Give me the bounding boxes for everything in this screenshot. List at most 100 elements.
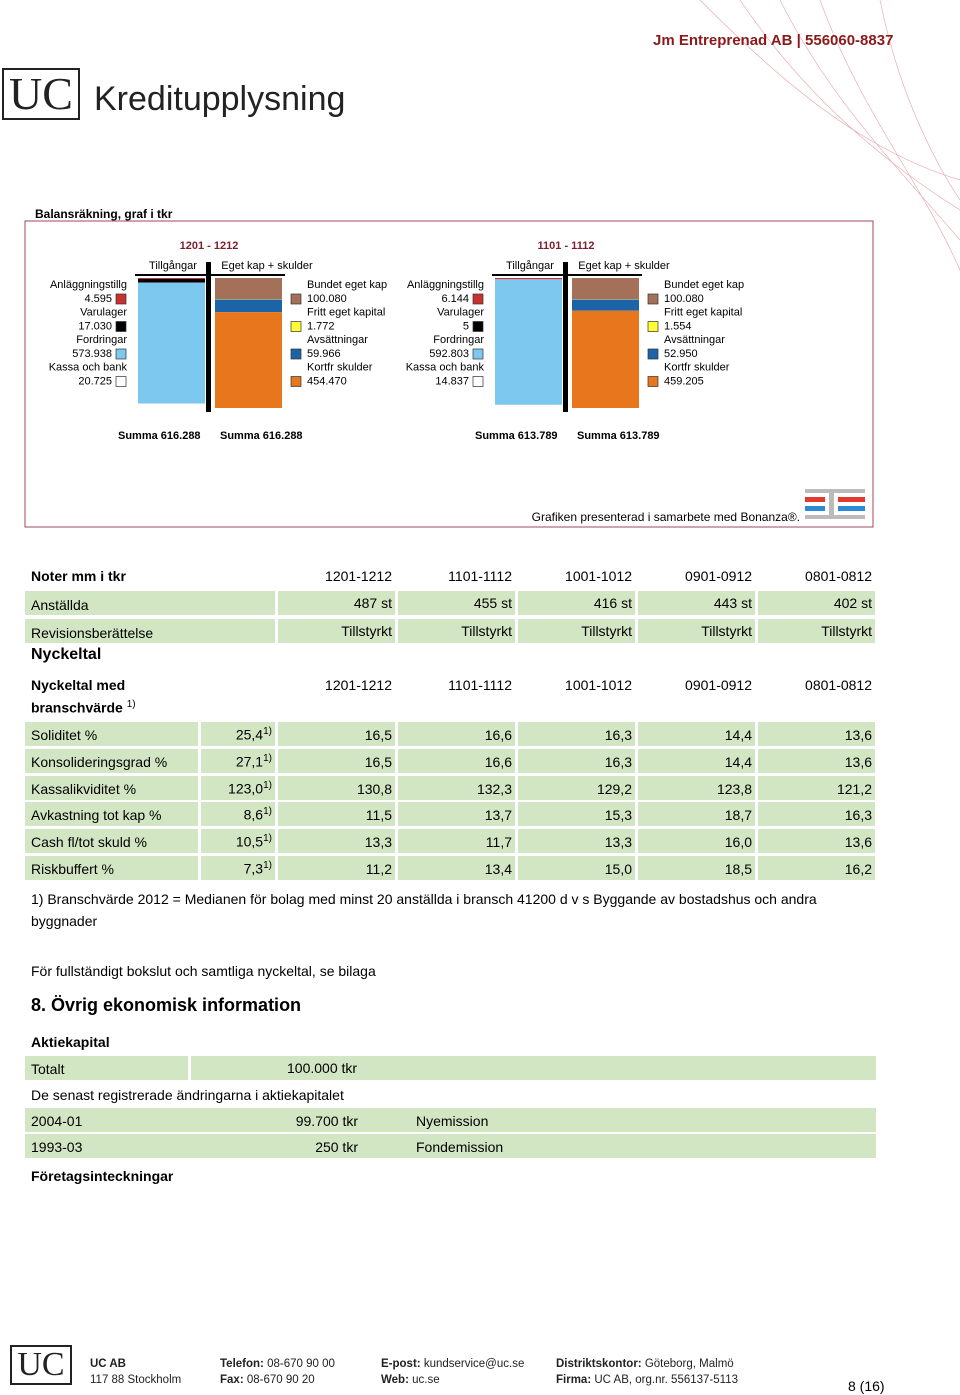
bar-segment xyxy=(572,310,639,408)
column-label: Tillgångar xyxy=(149,260,197,272)
legend-value: 6.144 xyxy=(441,293,469,305)
value: 18,7 xyxy=(724,807,752,824)
cell xyxy=(518,619,635,643)
label: Totalt xyxy=(31,1061,65,1077)
cell xyxy=(25,1108,876,1132)
cell xyxy=(638,722,755,746)
label: Avkastning tot kap % xyxy=(31,807,162,824)
value: 14,4 xyxy=(724,727,752,743)
heading: 8. Övrig ekonomisk information xyxy=(31,995,302,1015)
cell xyxy=(278,619,395,643)
value: 416 st xyxy=(593,595,632,611)
period: 1101-1112 xyxy=(448,568,512,584)
cell xyxy=(398,619,515,643)
amount: 99.700 tkr xyxy=(295,1113,358,1129)
legend-value: 1.772 xyxy=(307,320,335,332)
legend-swatch xyxy=(647,321,659,332)
cell xyxy=(201,829,275,854)
cell xyxy=(398,775,515,800)
cell xyxy=(201,802,275,827)
value: 15,0 xyxy=(604,861,632,877)
cell xyxy=(201,748,275,773)
bar-segment xyxy=(495,279,562,405)
value: 132,3 xyxy=(476,780,512,797)
label: Anställda xyxy=(31,597,89,613)
cell xyxy=(25,619,275,643)
label: Kassalikviditet % xyxy=(31,780,137,797)
legend-value: 1.554 xyxy=(664,320,692,332)
cell xyxy=(25,775,198,800)
date: 1993-03 xyxy=(31,1139,83,1155)
value: 25,4 xyxy=(235,726,264,743)
cell xyxy=(398,722,515,746)
cell xyxy=(25,591,275,615)
value: 130,8 xyxy=(356,780,392,797)
footer-item: 117 88 Stockholm xyxy=(90,1374,181,1386)
legend-swatch xyxy=(290,293,302,305)
value: 11,5 xyxy=(365,807,392,824)
bar-segment xyxy=(572,299,639,311)
column-label: Eget kap + skulder xyxy=(578,260,670,272)
period: 1001-1012 xyxy=(565,568,632,584)
cell xyxy=(25,856,198,880)
period: 0801-0812 xyxy=(805,677,872,693)
value: 11,2 xyxy=(365,861,392,877)
footer-value: uc.se xyxy=(412,1374,440,1386)
bar-segment xyxy=(138,403,205,408)
section-title: Balansräkning, graf i tkr xyxy=(35,207,173,221)
legend-value: 59.966 xyxy=(307,348,341,360)
value: 15,3 xyxy=(604,807,632,824)
subheading: Företagsinteckningar xyxy=(31,1168,174,1184)
legend-swatch xyxy=(472,293,484,305)
cell xyxy=(25,748,198,773)
cell xyxy=(278,591,395,615)
cell xyxy=(758,829,875,854)
cell xyxy=(398,591,515,615)
legend-value: 573.938 xyxy=(72,348,112,360)
cell xyxy=(758,591,875,615)
value: Tillstyrkt xyxy=(581,623,632,639)
cell xyxy=(518,829,635,854)
industry: 25,41) xyxy=(236,726,272,743)
footer-value: kundservice@uc.se xyxy=(423,1358,525,1370)
legend-name: Anläggningstillg xyxy=(407,279,484,291)
period: 1201-1212 xyxy=(325,568,392,584)
value: 27,1 xyxy=(235,753,264,770)
footer-item: Telefon: 08-670 90 00 xyxy=(220,1358,335,1370)
company: Jm Entreprenad AB | 556060-8837 xyxy=(653,32,894,49)
value: 16,3 xyxy=(604,753,632,770)
value: 487 st xyxy=(353,595,392,611)
cell xyxy=(278,856,395,880)
legend-name: Anläggningstillg xyxy=(50,279,127,291)
cell xyxy=(638,802,755,827)
value: 18,5 xyxy=(724,861,752,877)
cell xyxy=(25,1056,188,1080)
bar-segment xyxy=(215,278,282,300)
footer-value: 117 88 Stockholm xyxy=(90,1374,182,1386)
cell xyxy=(25,722,198,746)
cell xyxy=(638,591,755,615)
period: 1201-1212 xyxy=(325,677,392,693)
footer-value: 08-670 90 20 xyxy=(246,1374,315,1386)
note: 1) xyxy=(126,699,136,710)
value: Tillstyrkt xyxy=(821,623,872,639)
column-label: Tillgångar xyxy=(506,260,554,272)
value: 11,7 xyxy=(485,834,512,851)
industry: 10,51) xyxy=(236,833,272,850)
cell xyxy=(398,748,515,773)
attachment: För fullständigt bokslut och samtliga ny… xyxy=(31,963,376,979)
amount: 250 tkr xyxy=(315,1139,358,1155)
bar-segment xyxy=(495,404,562,408)
cell xyxy=(758,619,875,643)
legend-swatch xyxy=(115,376,127,387)
legend-name: Fritt eget kapital xyxy=(664,306,742,318)
industry: 27,11) xyxy=(236,753,272,770)
cell xyxy=(638,619,755,643)
value: 16,3 xyxy=(844,807,872,824)
legend-swatch xyxy=(115,348,127,360)
legend-value: 454.470 xyxy=(307,375,347,387)
cell xyxy=(758,722,875,746)
legend-name: Bundet eget kap xyxy=(664,279,744,291)
value: 16,5 xyxy=(364,753,392,770)
value: 14,4 xyxy=(724,753,752,770)
